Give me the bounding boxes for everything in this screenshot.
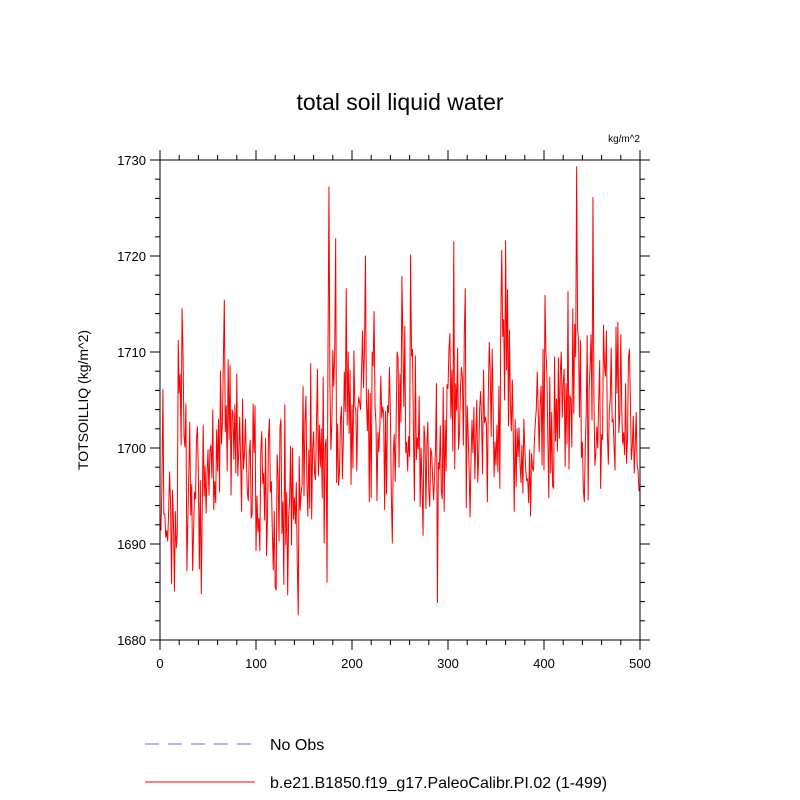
x-tick-label: 100 (245, 656, 267, 671)
y-tick-label: 1720 (117, 249, 146, 264)
plot-frame (159, 159, 641, 641)
chart-title: total soil liquid water (296, 89, 503, 115)
units-label: kg/m^2 (608, 134, 640, 145)
tick-marks (150, 150, 650, 650)
series-lines (160, 166, 640, 616)
x-tick-label: 200 (341, 656, 363, 671)
y-tick-label: 1730 (117, 153, 146, 168)
y-tick-label: 1690 (117, 537, 146, 552)
series-line-1 (160, 166, 640, 616)
legend: No Obs b.e21.B1850.f19_g17.PaleoCalibr.P… (145, 737, 607, 792)
legend-label-model: b.e21.B1850.f19_g17.PaleoCalibr.PI.02 (1… (270, 775, 607, 792)
y-axis-label: TOTSOILLIQ (kg/m^2) (75, 330, 91, 470)
x-tick-label: 400 (533, 656, 555, 671)
y-tick-label: 1680 (117, 633, 146, 648)
x-tick-label: 0 (156, 656, 163, 671)
y-tick-label: 1710 (117, 345, 146, 360)
x-tick-label: 300 (437, 656, 459, 671)
y-tick-label: 1700 (117, 441, 146, 456)
tick-labels: 0 100 200 300 400 500 1680 1690 1700 1710 1720 1730 (117, 153, 651, 671)
x-tick-label: 500 (629, 656, 651, 671)
legend-label-no-obs: No Obs (270, 737, 324, 754)
